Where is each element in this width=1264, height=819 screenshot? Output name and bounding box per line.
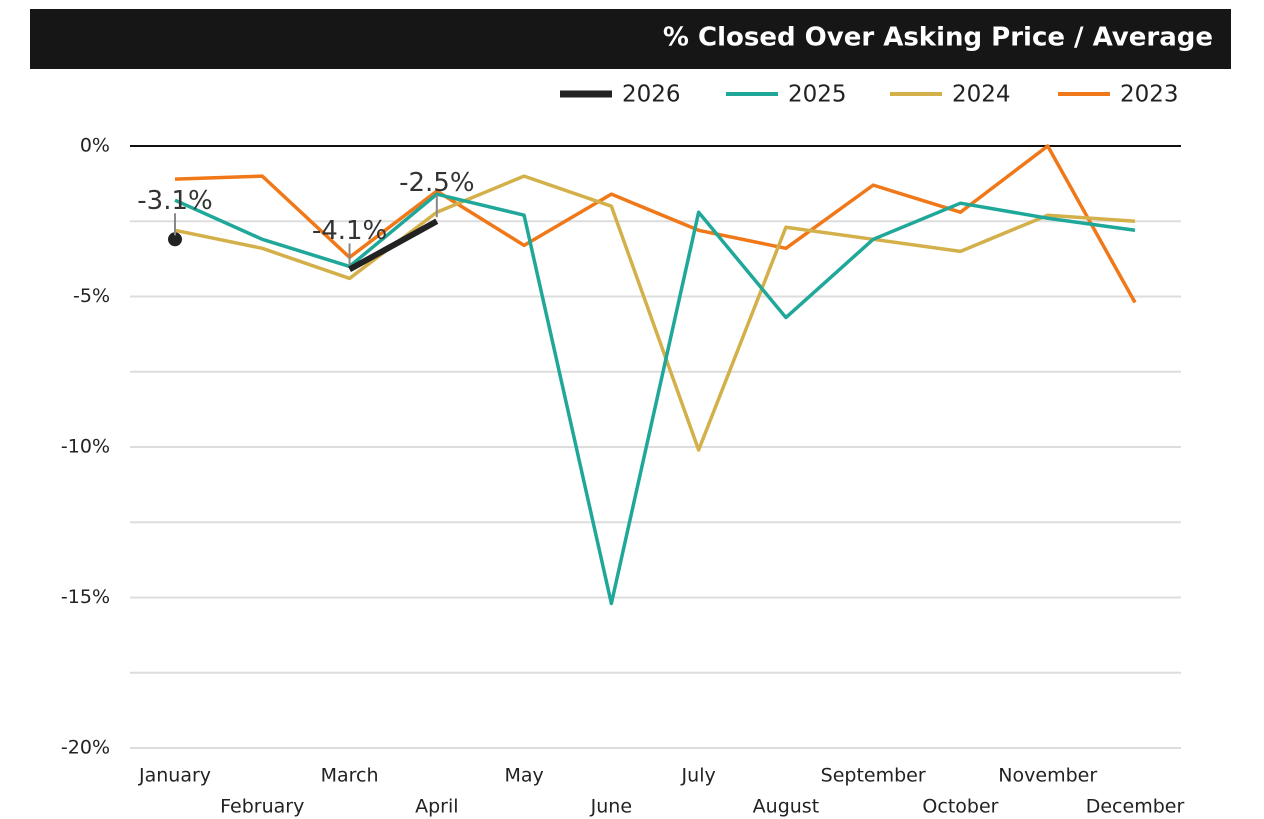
x-tick-label: May [504, 765, 543, 787]
y-tick-label: -5% [73, 285, 110, 307]
x-tick-label: January [138, 765, 211, 787]
series-line [174, 174, 1136, 452]
x-tick-label: February [220, 796, 304, 818]
x-tick-label: December [1086, 796, 1185, 818]
point [168, 232, 182, 247]
data-label: -4.1% [312, 216, 387, 246]
x-tick-label: October [922, 796, 998, 818]
y-tick-label: 0% [80, 135, 110, 157]
x-tick-label: March [321, 765, 379, 787]
legend-label: 2024 [952, 82, 1011, 108]
legend-label: 2026 [622, 82, 681, 108]
legend-label: 2025 [788, 82, 847, 108]
data-label: -2.5% [399, 168, 474, 198]
chart-title: % Closed Over Asking Price / Average [663, 23, 1213, 53]
title-bar [30, 9, 1231, 69]
data-label: -3.1% [137, 186, 212, 216]
x-tick-label: July [681, 765, 716, 787]
legend-label: 2023 [1120, 82, 1179, 108]
series-line [174, 144, 1137, 304]
x-tick-label: April [415, 796, 458, 818]
x-tick-label: September [821, 765, 926, 787]
series-line [174, 192, 1136, 606]
y-tick-label: -15% [61, 586, 110, 608]
x-tick-label: August [753, 796, 820, 818]
x-tick-label: June [590, 796, 632, 818]
series-line [348, 218, 439, 273]
x-tick-label: November [998, 765, 1097, 787]
y-tick-label: -20% [61, 737, 110, 759]
y-tick-label: -10% [61, 436, 110, 458]
